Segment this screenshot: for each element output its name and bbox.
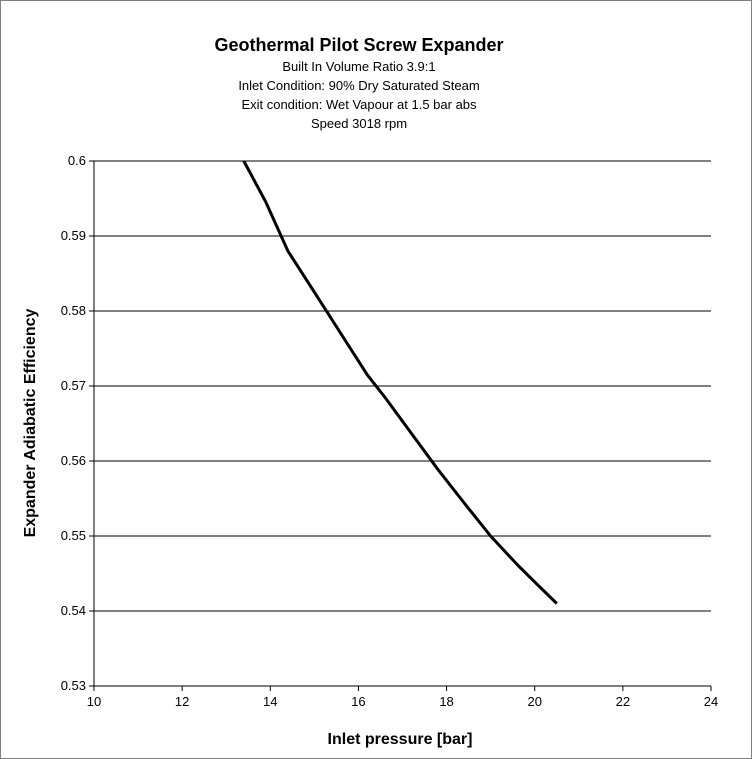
axes [89, 160, 712, 691]
y-tick-label: 0.55 [61, 528, 86, 543]
chart-subtitle-line-2: Inlet Condition: 90% Dry Saturated Steam [238, 78, 479, 93]
x-tick-label: 22 [616, 694, 630, 709]
x-tick-label: 10 [87, 694, 101, 709]
y-tick-label: 0.59 [61, 228, 86, 243]
x-axis-title: Inlet pressure [bar] [328, 731, 473, 748]
x-tick-label: 24 [704, 694, 718, 709]
x-tick-label: 12 [175, 694, 189, 709]
chart-title: Geothermal Pilot Screw Expander [214, 35, 503, 55]
chart-subtitle-line-1: Built In Volume Ratio 3.9:1 [282, 59, 435, 74]
y-tick-label: 0.6 [68, 153, 86, 168]
x-tick-label: 18 [439, 694, 453, 709]
series-lines [242, 160, 558, 605]
y-tick-label: 0.57 [61, 378, 86, 393]
x-tick-label: 14 [263, 694, 277, 709]
y-tick-label: 0.58 [61, 303, 86, 318]
y-axis-title: Expander Adiabatic Efficiency [22, 308, 39, 537]
y-tick-label: 0.54 [61, 603, 86, 618]
gridlines [94, 160, 711, 687]
series-line-1 [242, 160, 558, 605]
x-tick-label: 20 [527, 694, 541, 709]
x-tick-label: 16 [351, 694, 365, 709]
tick-labels: 0.53 0.54 0.55 0.56 0.57 0.58 0.59 0.6 10 12 14 16 1… [61, 153, 719, 709]
chart-subtitle-line-3: Exit condition: Wet Vapour at 1.5 bar ab… [241, 97, 477, 112]
y-tick-label: 0.56 [61, 453, 86, 468]
chart-subtitle-line-4: Speed 3018 rpm [311, 116, 407, 131]
y-tick-label: 0.53 [61, 678, 86, 693]
